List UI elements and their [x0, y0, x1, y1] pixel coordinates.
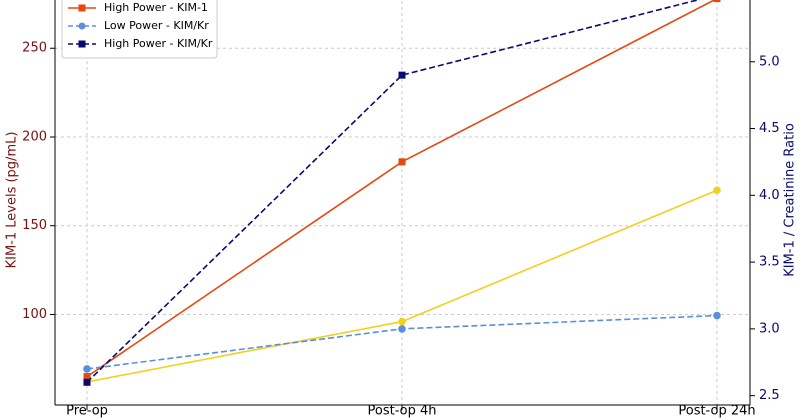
y2-tick-label: 5.0 — [759, 54, 780, 69]
x-tick-label: Post-op 24h — [678, 404, 755, 419]
legend-label: High Power - KIM/Kr — [104, 37, 213, 50]
series-line — [86, 0, 701, 383]
y2-tick-label: 5.5 — [759, 0, 780, 3]
y2-tick-label: 3.5 — [759, 255, 780, 270]
y2-tick-label: 3.0 — [759, 321, 780, 336]
y2-axis-label: KIM-1 / Creatinine Ratio — [783, 123, 798, 277]
y-tick-label: 200 — [22, 129, 47, 144]
x-tick-label: Pre-op — [66, 404, 108, 419]
y2-tick-label: 2.5 — [759, 388, 780, 403]
y2-tick-label: 4.5 — [759, 121, 780, 136]
point — [83, 373, 91, 381]
legend-label: High Power - KIM-1 — [104, 1, 208, 14]
legend-box — [61, 0, 218, 59]
point — [83, 365, 91, 373]
point — [398, 325, 406, 333]
legend-marker — [78, 40, 86, 48]
legend-label: Low Power - KIM/Kr — [104, 19, 209, 32]
y2-tick-label: 4.0 — [759, 188, 780, 203]
x-tick-label: Post-op 4h — [368, 404, 437, 419]
point — [398, 317, 406, 326]
y-tick-label: 150 — [22, 218, 47, 233]
point — [713, 0, 721, 3]
legend-marker — [78, 22, 86, 30]
y-axis-label: KIM-1 Levels (pg/mL) — [5, 132, 20, 269]
point — [713, 186, 721, 195]
legend-marker — [78, 4, 86, 12]
y-tick-label: 100 — [22, 307, 47, 322]
point — [713, 311, 721, 320]
legend: High Power - KIM-1 Low Power - KIM/Kr High… — [61, 0, 218, 59]
y-tick-label: 250 — [22, 41, 47, 56]
point — [398, 71, 406, 79]
point — [83, 378, 91, 386]
point — [398, 158, 406, 166]
